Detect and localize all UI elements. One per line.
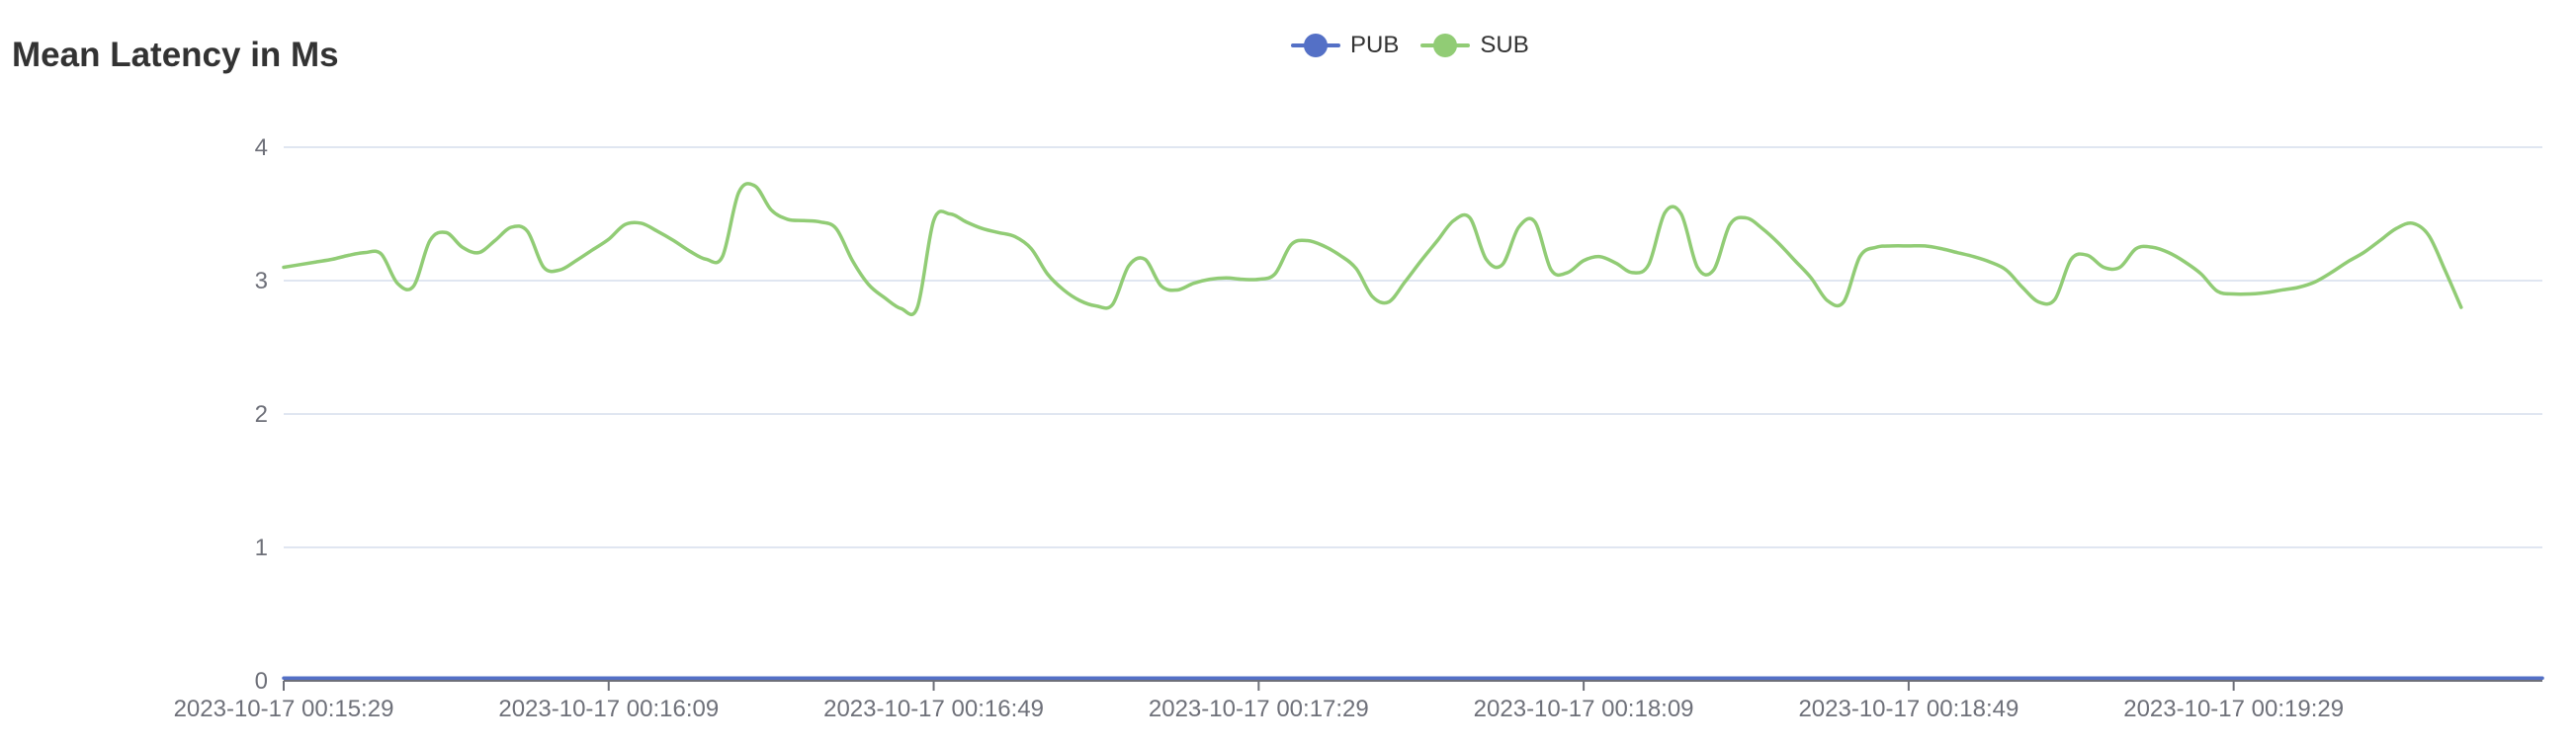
x-tick-label: 2023-10-17 00:19:29 bbox=[2123, 696, 2344, 722]
y-axis: 0 1 2 3 4 bbox=[255, 134, 268, 695]
legend-label-sub: SUB bbox=[1480, 32, 1529, 58]
legend-item-sub[interactable]: SUB bbox=[1420, 32, 1529, 59]
series-line-sub bbox=[282, 182, 2463, 317]
chart-title: Mean Latency in Ms bbox=[12, 36, 339, 74]
legend: PUB SUB bbox=[1291, 32, 1529, 59]
y-tick-label: 4 bbox=[255, 134, 268, 161]
y-tick-label: 1 bbox=[255, 535, 268, 561]
y-tick-label: 3 bbox=[255, 268, 268, 294]
x-tick-label: 2023-10-17 00:18:09 bbox=[1474, 696, 1694, 722]
x-tick-label: 2023-10-17 00:18:49 bbox=[1798, 696, 2018, 722]
legend-swatch-sub bbox=[1420, 32, 1471, 59]
x-axis: 2023-10-17 00:15:29 2023-10-17 00:16:09 20… bbox=[174, 680, 2542, 722]
x-tick-label: 2023-10-17 00:17:29 bbox=[1149, 696, 1369, 722]
legend-label-pub: PUB bbox=[1350, 32, 1400, 58]
x-tick-label: 2023-10-17 00:16:49 bbox=[823, 696, 1044, 722]
x-tick-label: 2023-10-17 00:16:09 bbox=[498, 696, 719, 722]
plot-area bbox=[282, 182, 2544, 681]
x-tick-label: 2023-10-17 00:15:29 bbox=[174, 696, 394, 722]
legend-item-pub[interactable]: PUB bbox=[1291, 32, 1399, 59]
y-tick-label: 0 bbox=[255, 668, 268, 695]
legend-swatch-pub bbox=[1291, 32, 1340, 59]
y-tick-label: 2 bbox=[255, 401, 268, 428]
